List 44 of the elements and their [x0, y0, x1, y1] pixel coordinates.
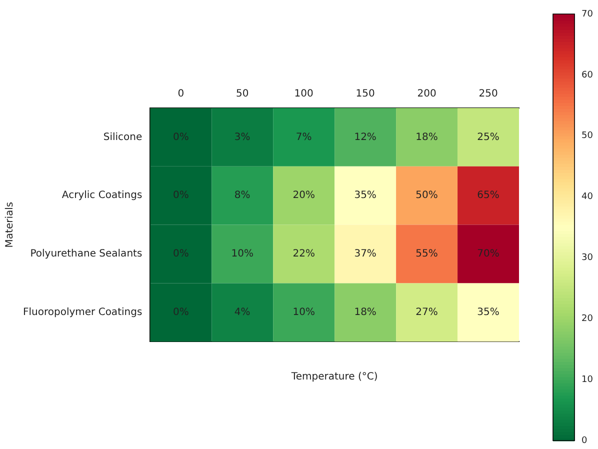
x-axis-title: Temperature (°C): [290, 372, 378, 383]
data-label: 35%: [354, 190, 376, 202]
data-label: 12%: [354, 132, 376, 143]
color-bar-label: 10: [582, 375, 594, 385]
y-tick-label: Polyurethane Sealants: [30, 248, 142, 260]
data-label: 37%: [354, 248, 376, 260]
color-bar-label: 30: [582, 253, 594, 264]
y-tick-label: Silicone: [103, 132, 142, 143]
x-tick-label: 200: [417, 88, 436, 100]
color-bar-label: 0: [582, 436, 588, 446]
x-tick-label: 150: [356, 88, 375, 100]
data-label: 10%: [231, 248, 254, 260]
data-label: 4%: [234, 306, 250, 318]
data-label: 20%: [292, 190, 315, 202]
data-label: 22%: [292, 248, 315, 260]
color-bar-label: 40: [582, 192, 594, 202]
data-label: 25%: [477, 132, 500, 143]
x-tick-label: 100: [294, 88, 314, 100]
y-tick-label: Fluoropolymer Coatings: [22, 306, 142, 318]
data-label: 8%: [234, 190, 250, 202]
data-label: 65%: [477, 190, 500, 202]
color-bar-label: 70: [582, 9, 594, 20]
color-bar-label: 20: [582, 314, 594, 324]
data-label: 18%: [416, 132, 438, 143]
data-label: 70%: [477, 248, 500, 260]
x-tick-label: 50: [236, 88, 249, 100]
data-label: 50%: [416, 190, 438, 202]
x-tick-label: 250: [478, 88, 498, 100]
data-label: 10%: [292, 306, 315, 318]
data-label: 35%: [477, 306, 500, 318]
data-label: 27%: [416, 306, 438, 318]
data-label: 55%: [416, 248, 438, 260]
data-label: 18%: [354, 306, 376, 318]
data-label: 0%: [172, 306, 189, 318]
y-axis-title: Materials: [4, 202, 16, 248]
color-bar-label: 50: [582, 131, 594, 142]
data-label: 7%: [296, 132, 312, 143]
x-tick-label: 0: [178, 88, 184, 100]
data-label: 3%: [234, 132, 250, 143]
y-tick-label: Acrylic Coatings: [62, 190, 142, 202]
color-bar-label: 60: [582, 70, 594, 80]
data-label: 0%: [172, 248, 189, 260]
data-label: 0%: [172, 190, 189, 202]
data-label: 0%: [172, 132, 189, 143]
